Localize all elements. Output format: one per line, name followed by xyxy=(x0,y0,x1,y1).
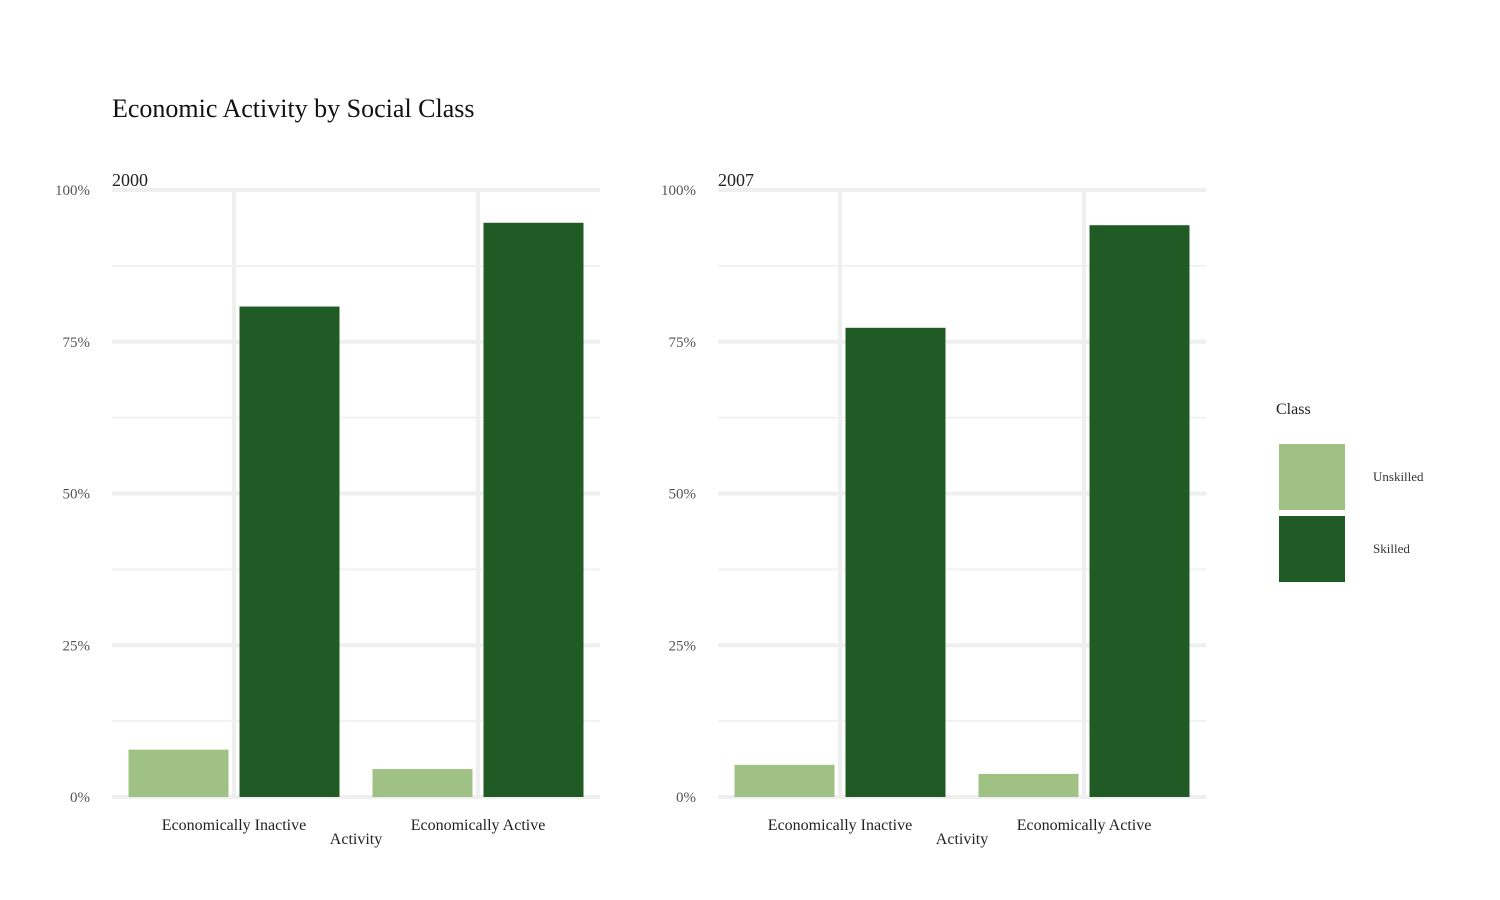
bar-skilled-active xyxy=(483,222,584,797)
y-tick-label: 50% xyxy=(63,487,91,503)
legend-key-unskilled xyxy=(1279,444,1345,510)
y-tick-label: 75% xyxy=(63,335,91,351)
bar-unskilled-inactive xyxy=(734,764,835,797)
panel-2000: 0% 25% 50% 75% 100% 2000 Economically Inactive… xyxy=(55,170,600,848)
bar-skilled-active xyxy=(1089,225,1190,797)
y-tick-label: 50% xyxy=(669,487,697,503)
bar-unskilled-active xyxy=(978,773,1079,797)
y-tick-label: 0% xyxy=(70,790,90,806)
bar-skilled-inactive xyxy=(239,306,340,797)
x-tick-label: Economically Active xyxy=(411,817,546,834)
bar-unskilled-active xyxy=(372,769,473,797)
chart-title: Economic Activity by Social Class xyxy=(112,94,475,123)
y-tick-label: 0% xyxy=(676,790,696,806)
x-axis-title: Activity xyxy=(330,831,382,848)
x-tick-label: Economically Inactive xyxy=(768,817,912,834)
x-tick-label: Economically Active xyxy=(1017,817,1152,834)
legend-label-unskilled: Unskilled xyxy=(1373,469,1424,484)
y-tick-label: 25% xyxy=(669,638,697,654)
panel-2007: 0% 25% 50% 75% 100% 2007 Economically Inactive… xyxy=(661,170,1206,848)
y-tick-label: 75% xyxy=(669,335,697,351)
legend-title: Class xyxy=(1276,401,1311,418)
panel-label: 2000 xyxy=(112,170,148,190)
y-tick-label: 100% xyxy=(55,183,90,199)
panel-label: 2007 xyxy=(718,170,754,190)
y-tick-label: 100% xyxy=(661,183,696,199)
x-axis-title: Activity xyxy=(936,831,988,848)
x-tick-label: Economically Inactive xyxy=(162,817,306,834)
legend-key-skilled xyxy=(1279,516,1345,582)
y-tick-label: 25% xyxy=(63,638,91,654)
legend-label-skilled: Skilled xyxy=(1373,541,1410,556)
chart-panels: 0% 25% 50% 75% 100% 2000 Economically Inactive… xyxy=(55,170,1206,848)
bar-skilled-inactive xyxy=(845,327,946,797)
bar-unskilled-inactive xyxy=(128,749,229,797)
legend: Class Unskilled Skilled xyxy=(1276,401,1424,582)
